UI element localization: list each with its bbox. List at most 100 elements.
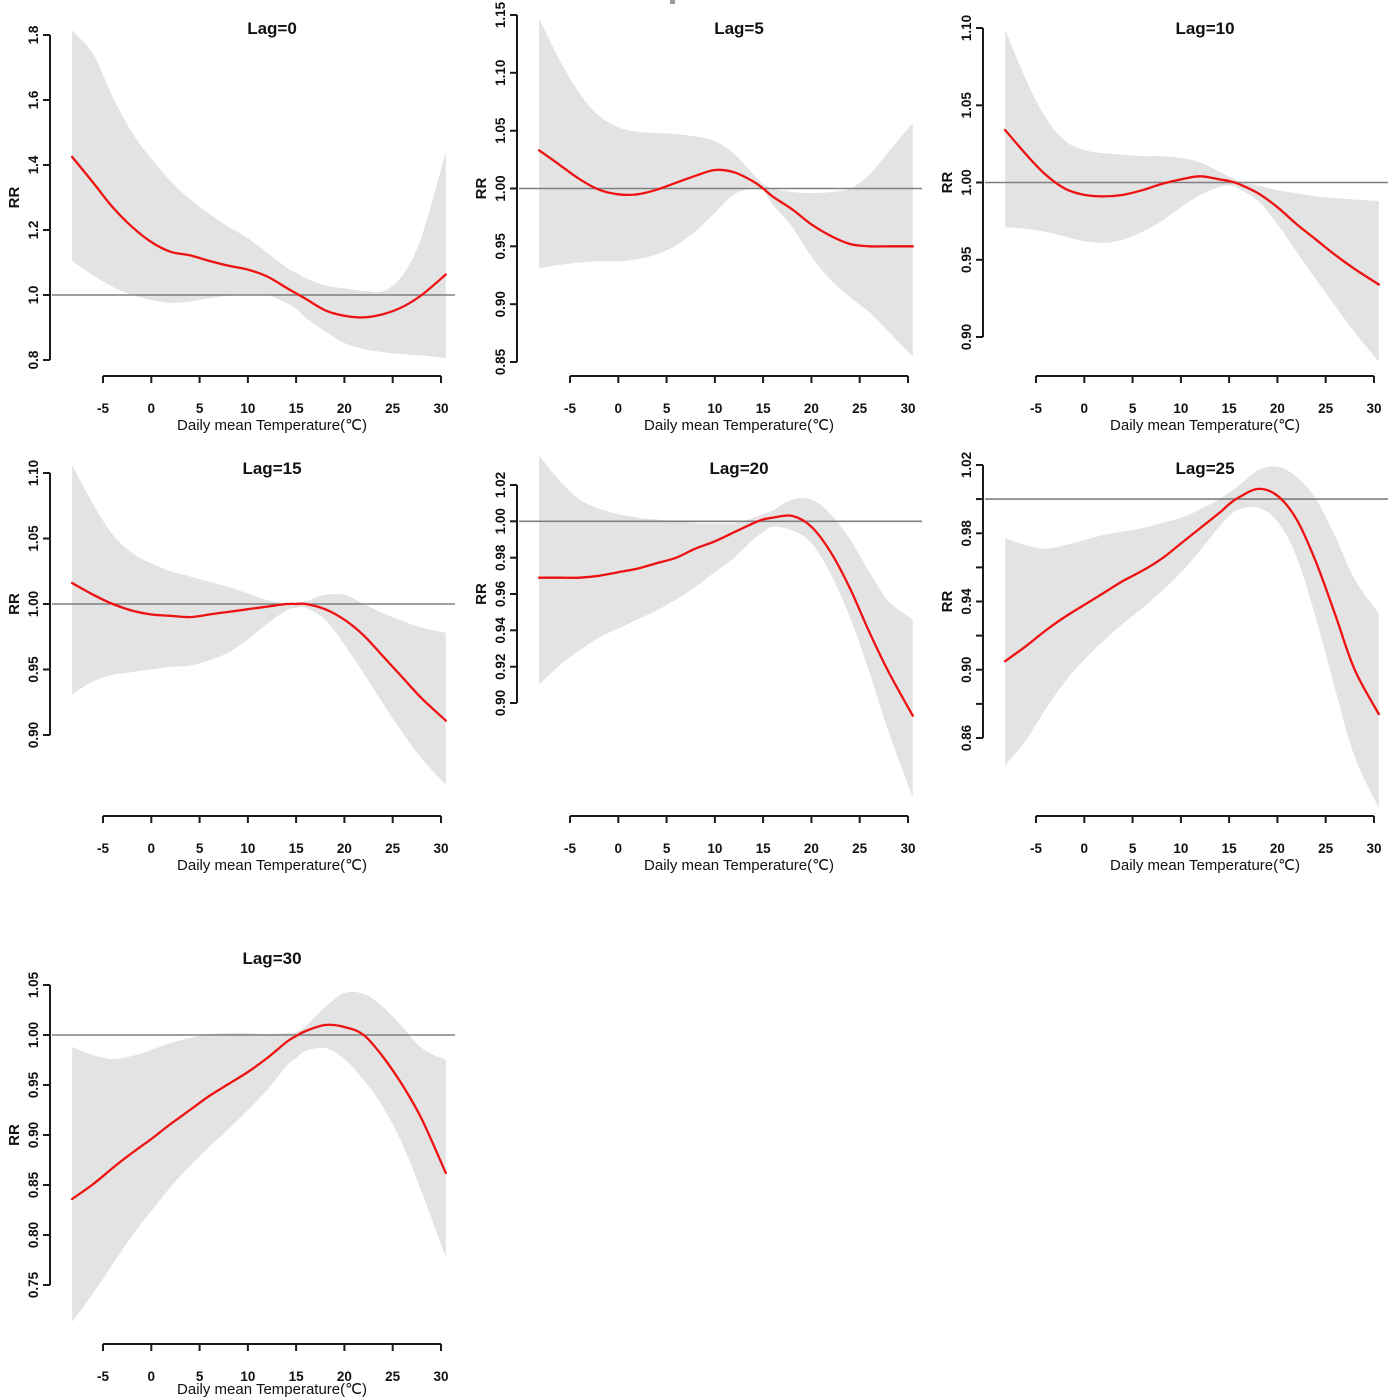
x-axis-label: Daily mean Temperature(℃) [177,417,367,434]
x-tick-label: 25 [1318,401,1334,416]
y-tick-label: 1.4 [26,155,41,174]
panel-title: Lag=20 [709,459,768,478]
y-axis-label: RR [939,591,956,613]
x-tick-label: 15 [289,841,305,856]
y-tick-label: 0.96 [493,580,508,607]
fit-line [70,581,447,722]
x-tick-label: -5 [97,1369,109,1384]
chart-lag-20: 0.90 0.92 0.94 0.96 0.98 1.00 1.02 -5 0 5 10 15 20 25… [473,455,922,874]
x-tick-label: -5 [1030,841,1042,856]
y-tick-label: 0.98 [959,520,974,547]
x-tick-label: 0 [148,401,156,416]
chart-panel-lag-20: 0.90 0.92 0.94 0.96 0.98 1.00 1.02 -5 0 5 10 15 20 25… [467,440,934,880]
y-tick-label: 0.90 [493,690,508,716]
y-tick-label: 1.2 [26,221,41,240]
y-tick-label: 0.95 [26,1071,41,1098]
x-tick-label: 5 [196,1369,204,1384]
y-tick-label: 0.75 [26,1271,41,1298]
chart-panel-lag-5: 0.85 0.90 0.95 1.00 1.05 1.10 1.15 -5 0 5 10 15 20 25… [467,0,934,440]
x-tick-label: -5 [564,401,576,416]
fit-line [537,149,914,248]
fit-line [1003,487,1380,716]
fit-line [70,1023,447,1201]
y-tick-label: 0.86 [959,724,974,751]
x-tick-label: 15 [756,401,772,416]
confidence-band [539,455,913,798]
confidence-band [72,991,446,1322]
x-tick-label: 5 [1129,841,1137,856]
y-tick-label: 1.00 [493,508,508,534]
y-tick-label: 0.94 [493,617,508,644]
x-tick-label: 10 [240,1369,255,1384]
confidence-band [72,30,446,359]
panel-title: Lag=15 [242,459,301,478]
x-tick-label: 5 [663,401,671,416]
panel-title: Lag=0 [247,19,297,38]
x-tick-label: 25 [852,401,868,416]
x-tick-label: 20 [1270,841,1285,856]
x-tick-label: 10 [1173,841,1188,856]
x-tick-label: 5 [196,841,204,856]
chart-panel-lag-0: 0.8 1.0 1.2 1.4 1.6 1.8 -5 0 5 10 15 20 25 30 Lag=0 Dai… [0,0,467,440]
y-tick-label: 0.90 [959,657,974,683]
x-tick-label: 20 [1270,401,1285,416]
x-tick-label: 20 [804,841,819,856]
y-tick-label: 1.05 [26,525,41,552]
y-tick-label: 1.05 [493,117,508,144]
x-tick-label: 30 [433,1369,448,1384]
y-tick-label: 0.95 [959,246,974,273]
panel-title: Lag=30 [242,949,301,968]
y-tick-label: 1.02 [959,452,974,478]
y-tick-label: 0.80 [26,1222,41,1248]
cropped-title-artifact [670,0,675,4]
x-tick-label: 20 [337,841,352,856]
x-tick-label: 30 [433,841,448,856]
x-tick-label: -5 [564,841,576,856]
x-tick-label: -5 [97,401,109,416]
x-tick-label: 15 [289,401,305,416]
y-tick-label: 1.00 [26,591,41,617]
y-tick-label: 0.85 [493,348,508,375]
chart-panel-lag-15: 0.90 0.95 1.00 1.05 1.10 -5 0 5 10 15 20 25 30 Lag=15… [0,440,467,880]
x-tick-label: 5 [1129,401,1137,416]
y-tick-label: 0.95 [493,233,508,260]
panel-title: Lag=10 [1175,19,1234,38]
x-axis-label: Daily mean Temperature(℃) [1110,857,1300,874]
x-tick-label: 10 [1173,401,1188,416]
confidence-band [72,465,446,785]
y-tick-label: 1.00 [493,175,508,201]
x-tick-label: 25 [852,841,868,856]
y-tick-label: 0.85 [26,1171,41,1198]
x-axis-label: Daily mean Temperature(℃) [177,857,367,874]
chart-panel-lag-30: 0.75 0.80 0.85 0.90 0.95 1.00 1.05 -5 0 5 10 15 20 25… [0,930,467,1400]
x-tick-label: 10 [240,841,255,856]
chart-lag-30: 0.75 0.80 0.85 0.90 0.95 1.00 1.05 -5 0 5 10 15 20 25… [6,949,455,1398]
y-tick-label: 0.94 [959,588,974,615]
x-tick-label: 0 [615,401,623,416]
x-tick-label: 20 [804,401,819,416]
y-axis-label: RR [473,583,490,605]
x-tick-label: 0 [1081,841,1089,856]
y-tick-label: 0.95 [26,656,41,683]
confidence-band [1005,29,1379,362]
fit-line [1003,128,1380,286]
y-tick-label: 0.90 [26,722,41,748]
chart-lag-10: 0.90 0.95 1.00 1.05 1.10 -5 0 5 10 15 20 25 30 Lag=10… [939,15,1388,434]
x-tick-label: 0 [148,841,156,856]
x-axis-label: Daily mean Temperature(℃) [644,417,834,434]
x-tick-label: -5 [1030,401,1042,416]
x-tick-label: 15 [756,841,772,856]
y-axis-label: RR [473,178,490,200]
y-tick-label: 1.0 [26,286,41,305]
confidence-band [539,18,913,357]
y-tick-label: 1.10 [26,460,41,486]
x-tick-label: 25 [385,401,401,416]
y-tick-label: 1.10 [959,15,974,41]
y-tick-label: 1.00 [26,1022,41,1048]
panel-title: Lag=5 [714,19,764,38]
chart-lag-15: 0.90 0.95 1.00 1.05 1.10 -5 0 5 10 15 20 25 30 Lag=15… [6,459,455,874]
y-tick-label: 1.02 [493,472,508,498]
chart-lag-25: 0.86 0.90 0.94 0.98 1.02 -5 0 5 10 15 20 25 30 Lag=25… [939,452,1388,874]
y-tick-label: 0.90 [26,1122,41,1148]
y-axis-label: RR [939,172,956,194]
